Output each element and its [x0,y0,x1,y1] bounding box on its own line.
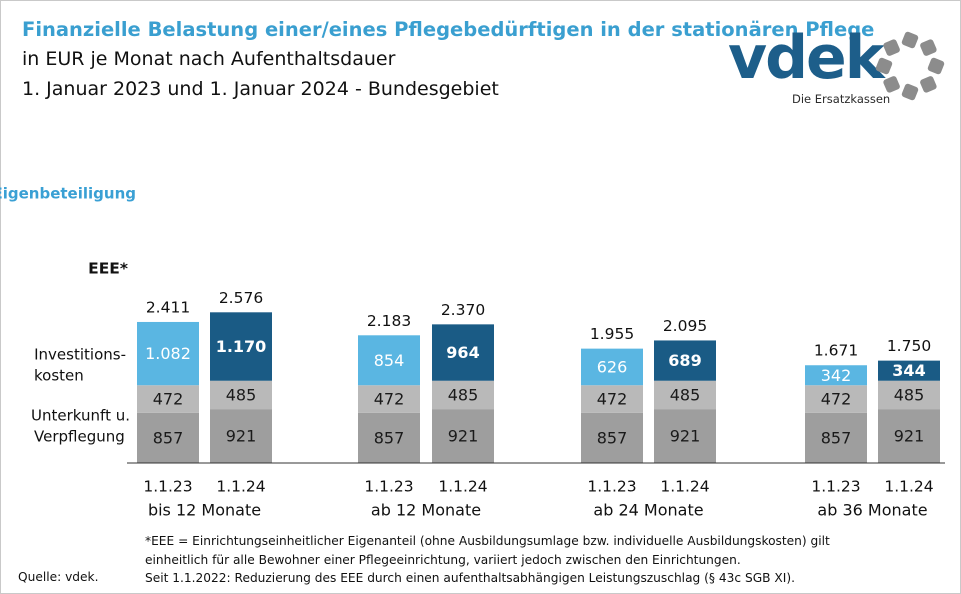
x-tick-label: 1.1.24 [438,478,487,496]
data-label-eee: 854 [374,351,405,370]
bar-segment-eee [878,360,940,381]
vdek-tagline: Die Ersatzkassen [792,92,891,106]
total-label: 1.671 [814,342,858,360]
data-label-eee: 1.170 [216,337,267,356]
logo-ring-segment [920,76,937,93]
bar-segment-eee [210,312,272,381]
total-label: 1.750 [887,337,931,355]
footnote-line: *EEE = Einrichtungseinheitlicher Eigenan… [145,534,830,548]
bar-segment-invest [210,380,272,410]
bar-segment-eee [654,340,716,381]
data-label-invest: 485 [226,385,257,404]
data-label-invest: 485 [448,385,479,404]
logo-ring-segment [901,83,919,101]
logo-ring-segment [883,76,900,93]
bar-segment-eee [358,335,420,386]
data-label-eee: 344 [892,361,925,380]
data-label-invest: 485 [894,385,925,404]
data-label-unterkunft: 857 [821,428,852,447]
chart-title: Finanzielle Belastung einer/eines Pflege… [22,18,875,41]
bar-segment-eee [137,321,199,386]
total-label: 2.095 [663,317,707,335]
bar-segment-eee [581,348,643,386]
bar-segment-invest [432,380,494,410]
x-group-label: bis 12 Monate [148,501,261,520]
bar-segment-invest [878,380,940,410]
x-group-label: ab 36 Monate [817,501,927,520]
row-label-invest: Investitions- [34,346,126,364]
data-label-eee: 342 [821,366,852,385]
bar-segment-invest [358,385,420,413]
total-label: 2.576 [219,289,263,307]
data-label-invest: 472 [597,390,628,409]
logo-ring-segment [927,57,945,75]
data-label-eee: 964 [446,343,479,362]
bar-segment-unterkunft [137,412,199,463]
bar-segment-unterkunft [878,409,940,463]
bar-segment-invest [137,385,199,413]
x-group-label: ab 24 Monate [593,501,703,520]
total-label: 2.183 [367,312,411,330]
footnote-line: einheitlich für alle Bewohner einer Pfle… [145,552,741,567]
data-label-unterkunft: 857 [597,428,628,447]
data-label-invest: 472 [153,390,184,409]
x-tick-label: 1.1.23 [143,478,192,496]
logo-ring-icon [875,31,945,101]
data-label-unterkunft: 921 [894,427,925,446]
bar-segment-unterkunft [432,409,494,463]
bar-segment-eee [432,324,494,381]
bar-segment-unterkunft [581,412,643,463]
data-label-invest: 472 [374,390,405,409]
logo-ring-segment [875,57,893,75]
chart-subtitle: in EUR je Monat nach Aufenthaltsdauer [22,48,396,70]
data-label-unterkunft: 921 [670,427,701,446]
bar-segment-unterkunft [358,412,420,463]
chart-date-subtitle: 1. Januar 2023 und 1. Januar 2024 - Bund… [22,78,499,100]
bar-segment-unterkunft [210,409,272,463]
row-label-eigenbeteiligung: Eigenbeteiligung [0,185,136,203]
total-label: 1.955 [590,325,634,343]
x-tick-label: 1.1.23 [364,478,413,496]
row-label-invest: kosten [34,367,84,385]
bar-segment-eee [805,365,867,386]
data-label-eee: 1.082 [145,344,191,363]
x-tick-label: 1.1.24 [660,478,709,496]
data-label-unterkunft: 857 [374,428,405,447]
bar-segment-invest [654,380,716,410]
x-group-label: ab 12 Monate [371,501,481,520]
logo-ring-segment [883,39,900,56]
x-tick-label: 1.1.24 [216,478,265,496]
x-tick-label: 1.1.24 [884,478,933,496]
source-note: Quelle: vdek. [18,570,99,584]
vdek-logo: vdek [728,23,885,93]
row-label-eee: EEE* [88,260,128,278]
total-label: 2.370 [441,301,485,319]
bar-segment-unterkunft [654,409,716,463]
row-label-unterkunft: Verpflegung [34,428,125,446]
x-tick-label: 1.1.23 [811,478,860,496]
data-label-eee: 689 [668,351,701,370]
footnote: *EEE = Einrichtungseinheitlicher Eigenan… [145,532,830,588]
x-tick-label: 1.1.23 [587,478,636,496]
bar-segment-invest [805,385,867,413]
data-label-invest: 485 [670,385,701,404]
logo-ring-segment [901,31,919,49]
total-label: 2.411 [146,298,190,316]
footnote-line: Seit 1.1.2022: Reduzierung des EEE durch… [145,571,795,585]
bar-segment-invest [581,385,643,413]
data-label-eee: 626 [597,357,628,376]
data-label-invest: 472 [821,390,852,409]
data-label-unterkunft: 857 [153,428,184,447]
logo-ring-segment [920,39,937,56]
row-label-unterkunft: Unterkunft u. [31,407,130,425]
data-label-unterkunft: 921 [226,427,257,446]
bar-segment-unterkunft [805,412,867,463]
data-label-unterkunft: 921 [448,427,479,446]
